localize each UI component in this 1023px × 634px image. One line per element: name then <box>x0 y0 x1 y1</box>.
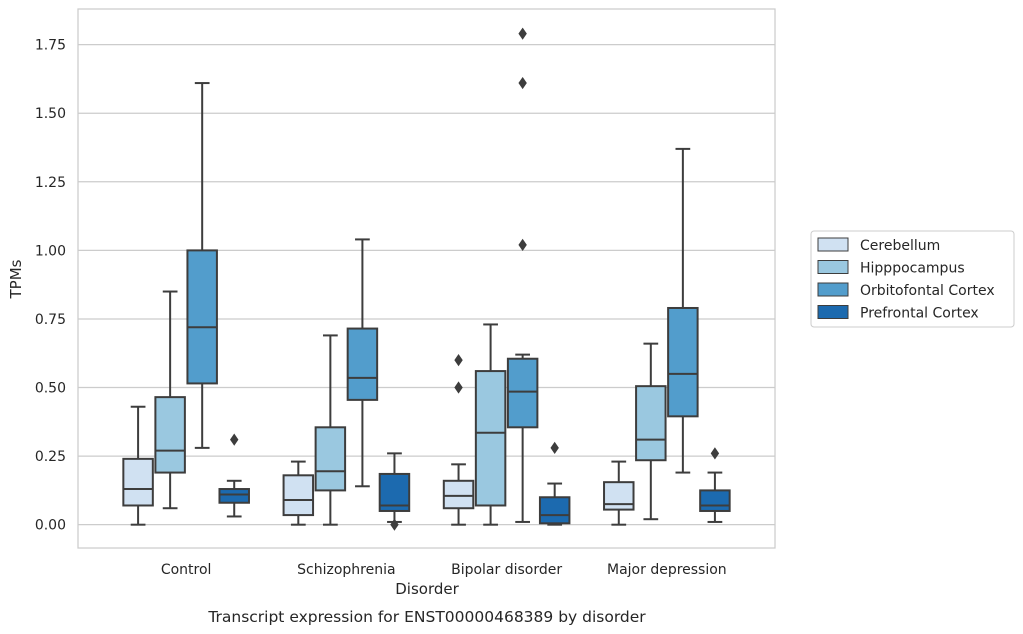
box-bipolar-disorder <box>538 441 571 526</box>
y-tick-label: 1.25 <box>35 175 66 191</box>
legend-label: Prefrontal Cortex <box>860 306 979 322</box>
iqr-box <box>538 496 571 525</box>
iqr-box <box>122 457 154 507</box>
box-bipolar-disorder <box>474 323 507 526</box>
box-major-depression <box>667 147 699 474</box>
y-tick-label: 1.75 <box>35 38 66 54</box>
box-major-depression <box>635 342 667 521</box>
x-tick-label: Bipolar disorder <box>451 562 562 578</box>
box-control <box>122 405 154 526</box>
box-schizophrenia <box>378 452 411 531</box>
plot-area-frame <box>77 8 776 549</box>
chart-caption: Transcript expression for ENST0000046838… <box>207 608 646 626</box>
y-tick-label: 1.00 <box>35 243 66 259</box>
iqr-box <box>603 481 635 511</box>
box-bipolar-disorder <box>506 27 539 523</box>
legend-label: Hipppocampus <box>860 261 965 277</box>
series-orbitofontal-cortex <box>186 27 699 523</box>
outlier-point <box>230 433 239 446</box>
box-series <box>122 27 731 531</box>
iqr-box <box>314 426 347 492</box>
iqr-box <box>506 357 539 429</box>
y-tick-label: 0.25 <box>35 449 66 465</box>
iqr-box <box>442 479 475 510</box>
legend-label: Orbitofontal Cortex <box>860 283 995 299</box>
series-prefrontal-cortex <box>218 433 731 531</box>
outlier-point <box>518 27 527 40</box>
box-schizophrenia <box>282 460 315 526</box>
y-tick-label: 0.75 <box>35 312 66 328</box>
legend-swatch <box>817 305 849 319</box>
y-axis-ticks: 0.00 0.25 0.50 0.75 1.00 1.25 1.50 1.75 <box>35 38 66 534</box>
y-tick-label: 0.50 <box>35 381 66 397</box>
series-hipppocampus <box>154 290 667 526</box>
legend-swatch <box>817 260 849 274</box>
x-axis-label: Disorder <box>395 580 459 598</box>
series-cerebellum <box>122 354 635 526</box>
outlier-point <box>710 447 720 460</box>
box-control <box>186 82 218 449</box>
iqr-box <box>346 327 379 401</box>
box-major-depression <box>699 447 731 523</box>
outlier-point <box>390 518 399 531</box>
outlier-point <box>550 441 559 454</box>
x-axis-ticks: Control Schizophrenia Bipolar disorder Majo… <box>161 562 727 578</box>
iqr-box <box>667 306 699 418</box>
iqr-box <box>186 249 218 385</box>
iqr-box <box>699 489 731 512</box>
box-control <box>154 290 186 510</box>
legend-frame <box>810 230 1015 328</box>
iqr-box <box>635 385 667 462</box>
y-tick-label: 1.50 <box>35 106 66 122</box>
outlier-point <box>454 354 463 367</box>
box-control <box>218 433 250 518</box>
legend-label: Cerebellum <box>860 238 940 254</box>
outlier-point <box>518 238 527 251</box>
x-tick-label: Major depression <box>607 562 727 578</box>
legend-swatch <box>817 237 849 252</box>
box-bipolar-disorder <box>442 354 475 526</box>
y-axis-label: TPMs <box>7 259 25 299</box>
y-tick-label: 0.00 <box>35 518 66 534</box>
x-tick-label: Control <box>161 562 212 578</box>
iqr-box <box>154 396 186 474</box>
iqr-box <box>474 370 507 507</box>
box-schizophrenia <box>346 238 379 488</box>
legend: Cerebellum Hipppocampus Orbitofontal Corte… <box>810 230 1015 328</box>
iqr-box <box>282 474 315 517</box>
outlier-point <box>518 76 527 90</box>
box-major-depression <box>603 460 635 526</box>
legend-swatch <box>817 282 849 297</box>
outlier-point <box>454 381 463 394</box>
x-tick-label: Schizophrenia <box>297 562 395 578</box>
box-schizophrenia <box>314 334 347 526</box>
iqr-box <box>218 488 250 504</box>
